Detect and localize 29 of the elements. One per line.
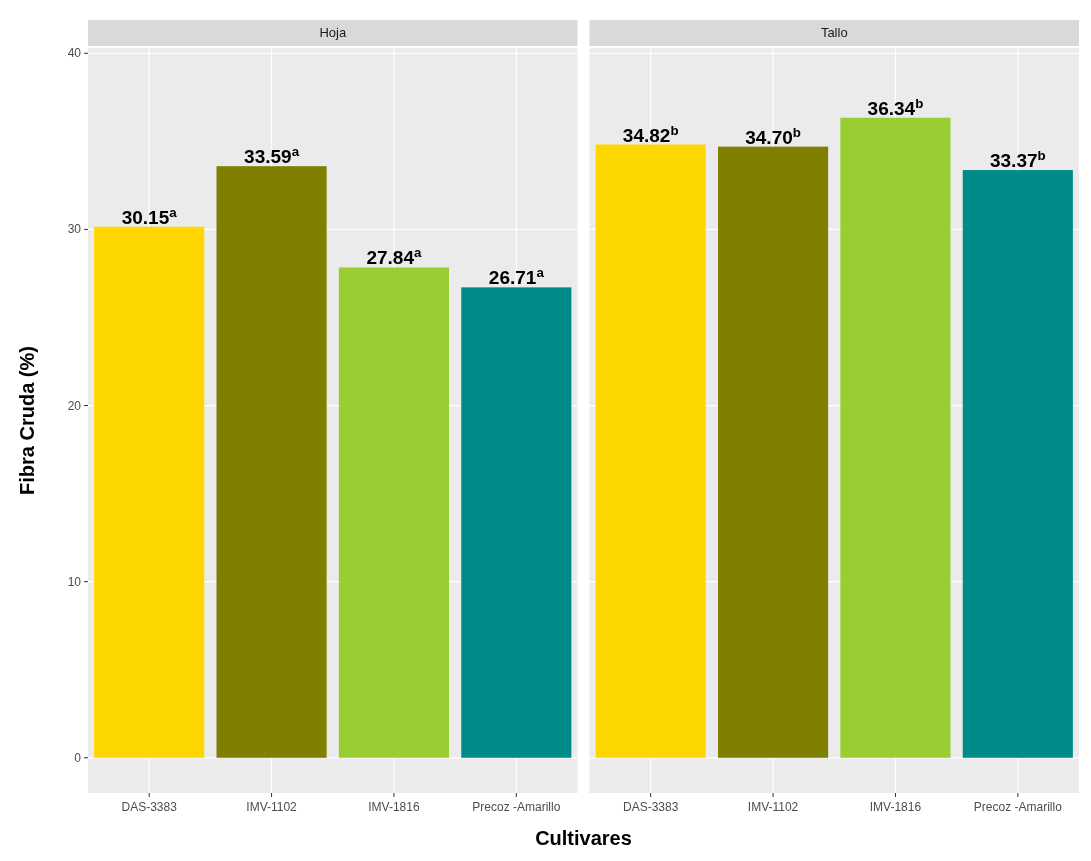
data-label: 33.59$^{a}$ bbox=[244, 143, 300, 168]
x-tick-label: Precoz -Amarillo bbox=[973, 800, 1063, 814]
y-tick-label: 10 bbox=[67, 574, 82, 589]
bar bbox=[94, 226, 205, 758]
y-tick-label: 30 bbox=[67, 222, 82, 237]
bar bbox=[216, 166, 327, 758]
x-tick-label: Precoz -Amarillo bbox=[472, 800, 561, 814]
x-tick-label: IMV-1102 bbox=[246, 800, 298, 814]
data-label: 30.15$^{a}$ bbox=[121, 204, 178, 228]
data-label: 26.71$^{a}$ bbox=[488, 264, 545, 289]
bar bbox=[461, 287, 572, 758]
chart-title: Hoja bbox=[319, 25, 347, 40]
chart-title: Tallo bbox=[820, 25, 848, 40]
data-label: 36.34$^{b}$ bbox=[867, 95, 924, 119]
x-tick-label: DAS-3383 bbox=[121, 800, 178, 814]
data-label: 33.37$^{b}$ bbox=[989, 147, 1046, 172]
data-label: 34.82$^{b}$ bbox=[622, 122, 679, 146]
y-tick-label: 20 bbox=[67, 398, 82, 413]
y-tick-label: 0 bbox=[74, 750, 82, 765]
y-axis-title: Fibra Cruda (%) bbox=[16, 346, 38, 495]
x-tick-label: IMV-1816 bbox=[869, 800, 922, 814]
bar bbox=[338, 267, 450, 758]
data-label: 27.84$^{a}$ bbox=[366, 244, 423, 269]
data-label: 34.70$^{b}$ bbox=[745, 124, 801, 148]
x-tick-label: IMV-1816 bbox=[368, 800, 420, 814]
y-tick-label: 40 bbox=[67, 46, 82, 61]
x-tick-label: DAS-3383 bbox=[623, 800, 679, 814]
x-axis-title: Cultivares bbox=[535, 827, 632, 849]
x-tick-label: IMV-1102 bbox=[747, 800, 799, 814]
